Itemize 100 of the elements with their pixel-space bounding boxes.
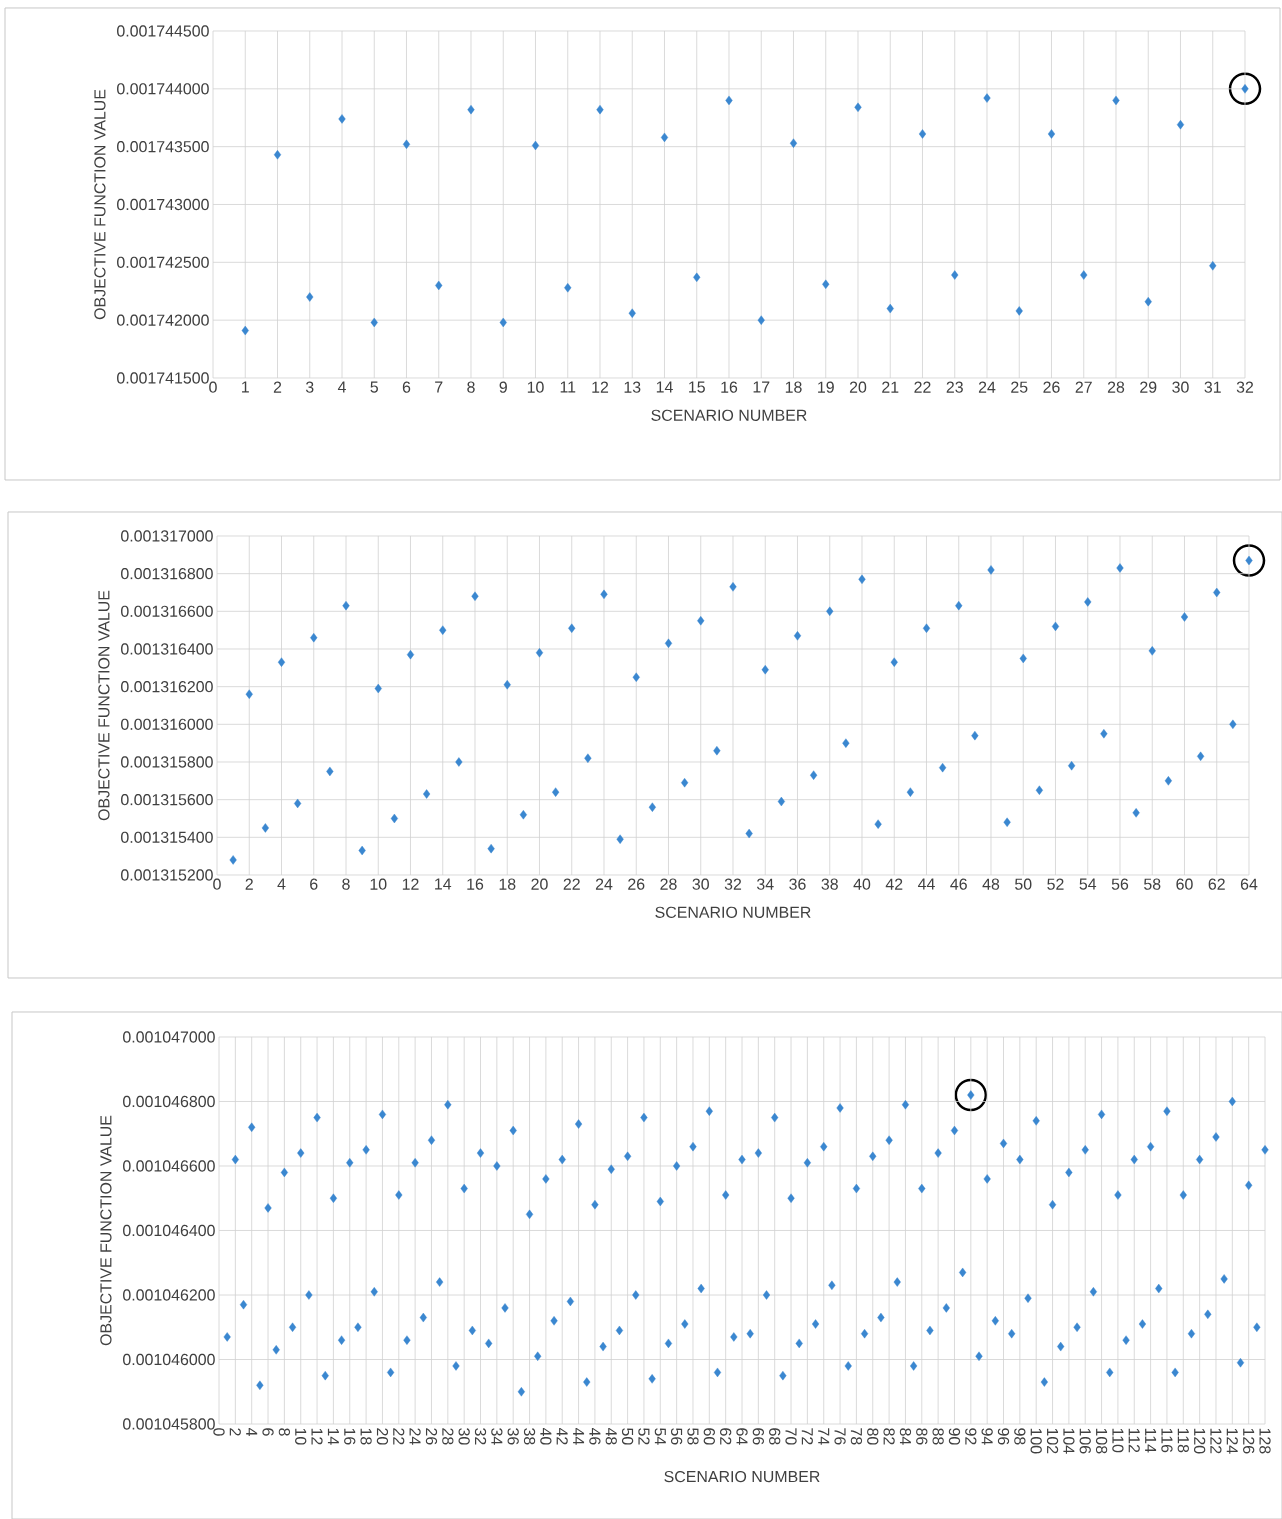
x-tick-label: 112 [1128, 1428, 1140, 1453]
x-tick-label: 42 [556, 1427, 568, 1445]
x-tick-label: 12 [592, 381, 609, 393]
x-tick-label: 30 [458, 1428, 470, 1445]
x-tick-label: 88 [932, 1428, 944, 1445]
x-tick-label: 8 [278, 1428, 291, 1436]
x-tick-label: 17 [753, 381, 770, 393]
y-tick-label: 0.001742000 [117, 314, 209, 326]
x-tick-label: 15 [689, 381, 705, 393]
x-tick-label: 6 [402, 381, 411, 393]
y-tick-label: 0.001315400 [121, 831, 213, 843]
x-tick-label: 96 [997, 1428, 1010, 1445]
x-tick-label: 46 [950, 878, 967, 890]
x-tick-label: 56 [1111, 878, 1129, 890]
x-tick-label: 30 [1172, 381, 1189, 393]
y-tick-label: 0.001045800 [123, 1418, 215, 1430]
point [1176, 119, 1185, 130]
x-tick-label: 4 [277, 878, 286, 890]
x-tick-label: 28 [1107, 381, 1125, 393]
x-tick-label: 24 [978, 381, 996, 393]
y-tick-label: 0.001741500 [117, 372, 209, 384]
x-tick-label: 6 [262, 1428, 274, 1436]
x-tick-label: 4 [337, 381, 346, 393]
x-tick-label: 13 [624, 381, 641, 393]
x-tick-label: 22 [393, 1428, 405, 1445]
x-axis-title: SCENARIO NUMBER [651, 409, 807, 421]
x-tick-label: 36 [789, 878, 806, 890]
x-tick-label: 40 [540, 1427, 552, 1445]
x-tick-label: 12 [311, 1428, 323, 1445]
x-tick-label: 106 [1079, 1428, 1091, 1454]
x-tick-label: 38 [523, 1428, 536, 1445]
x-tick-label: 4 [246, 1427, 258, 1436]
x-tick-label: 48 [605, 1427, 617, 1445]
point [1080, 270, 1088, 280]
x-tick-label: 8 [342, 878, 350, 890]
x-tick-label: 24 [409, 1428, 421, 1445]
point [596, 104, 604, 115]
x-tick-label: 50 [621, 1428, 634, 1445]
x-tick-label: 66 [752, 1428, 764, 1445]
x-tick-label: 122 [1210, 1428, 1222, 1454]
y-tick-label: 0.001316400 [121, 643, 213, 655]
point [467, 104, 475, 115]
x-tick-label: 58 [687, 1428, 699, 1445]
point [499, 317, 507, 328]
y-tick-label: 0.001046800 [123, 1095, 215, 1108]
x-tick-label: 60 [703, 1428, 715, 1445]
y-tick-label: 0.001316600 [121, 605, 213, 617]
x-tick-label: 2 [245, 878, 253, 890]
x-tick-label: 70 [785, 1428, 797, 1445]
point [886, 303, 894, 314]
point [854, 102, 862, 113]
point [338, 114, 346, 124]
x-tick-label: 32 [474, 1428, 487, 1445]
x-tick-label: 80 [867, 1428, 879, 1445]
x-tick-label: 54 [1079, 878, 1097, 890]
y-tick-label: 0.001046200 [123, 1289, 215, 1301]
x-tick-label: 52 [1047, 878, 1064, 890]
point [725, 95, 733, 106]
x-tick-label: 8 [467, 381, 475, 393]
x-tick-label: 126 [1243, 1428, 1255, 1454]
x-tick-label: 86 [916, 1428, 928, 1445]
x-tick-label: 30 [692, 878, 709, 890]
x-tick-label: 22 [914, 381, 931, 393]
x-tick-label: 2 [229, 1428, 241, 1436]
y-tick-label: 0.001047000 [123, 1031, 215, 1043]
x-tick-label: 124 [1226, 1428, 1238, 1454]
x-tick-label: 20 [849, 381, 867, 393]
x-tick-label: 26 [425, 1428, 438, 1445]
x-tick-label: 94 [981, 1428, 993, 1445]
x-tick-label: 10 [295, 1428, 307, 1445]
x-tick-label: 1 [242, 381, 249, 393]
point [789, 138, 798, 148]
x-tick-label: 128 [1259, 1428, 1271, 1454]
x-tick-label: 100 [1030, 1428, 1042, 1454]
x-tick-label: 50 [1015, 878, 1032, 890]
x-tick-label: 16 [721, 381, 738, 393]
point [822, 279, 830, 289]
x-axis-title: SCENARIO NUMBER [664, 1470, 820, 1483]
x-tick-label: 6 [310, 878, 318, 890]
y-tick-label: 0.001315800 [121, 756, 213, 768]
y-tick-label: 0.001046000 [123, 1353, 215, 1366]
x-tick-label: 38 [821, 878, 838, 890]
x-tick-label: 22 [563, 878, 580, 890]
x-tick-label: 40 [853, 878, 871, 890]
x-tick-label: 3 [305, 381, 314, 393]
x-tick-label: 23 [946, 381, 963, 393]
x-tick-label: 26 [628, 878, 645, 890]
point [757, 315, 765, 325]
point [273, 150, 282, 160]
y-tick-label: 0.001743500 [117, 141, 209, 153]
x-tick-label: 34 [491, 1428, 503, 1445]
x-tick-label: 10 [370, 878, 387, 890]
x-tick-label: 114 [1145, 1428, 1157, 1453]
x-tick-label: 29 [1140, 381, 1157, 393]
point [402, 139, 411, 150]
y-tick-label: 0.001742500 [117, 256, 209, 268]
point [1112, 95, 1120, 106]
point [1144, 296, 1152, 307]
point [435, 280, 443, 291]
x-tick-label: 18 [499, 878, 516, 890]
